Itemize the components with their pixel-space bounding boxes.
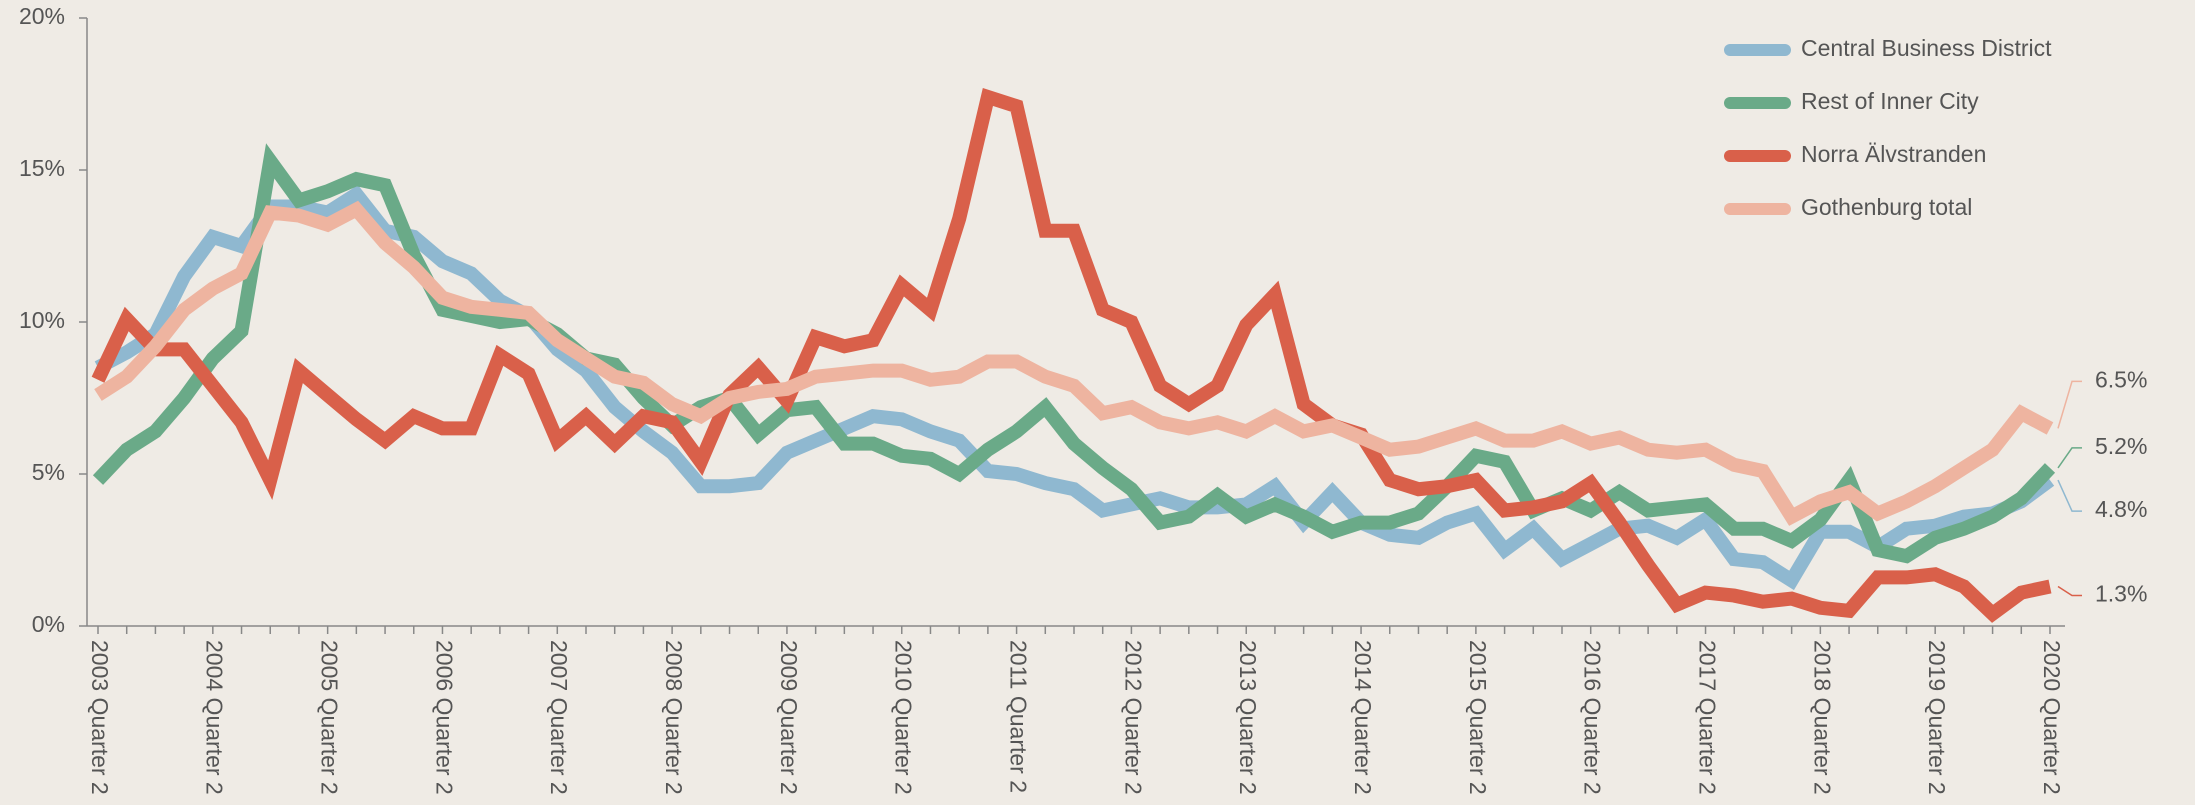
legend-label: Norra Älvstranden: [1801, 141, 1986, 167]
label-leader: [2057, 585, 2082, 597]
x-tick-label: 2010 Quarter 2: [891, 640, 917, 795]
y-tick-label: 0%: [32, 611, 65, 637]
y-tick-label: 15%: [19, 155, 65, 181]
label-leader: [2057, 479, 2082, 512]
series-line: [94, 200, 2054, 526]
y-tick-label: 10%: [19, 307, 65, 333]
series-line: [91, 88, 2052, 623]
label-leader: [2057, 447, 2082, 469]
x-tick-label: 2009 Quarter 2: [776, 640, 802, 795]
x-tick-label: 2015 Quarter 2: [1465, 640, 1491, 795]
x-tick-label: 2005 Quarter 2: [317, 640, 343, 795]
x-tick-label: 2017 Quarter 2: [1694, 640, 1720, 795]
x-tick-label: 2014 Quarter 2: [1350, 640, 1376, 795]
value-label: 4.8%: [2095, 496, 2147, 522]
value-label: 1.3%: [2095, 581, 2147, 607]
legend-label: Central Business District: [1801, 35, 2052, 61]
label-leader: [2057, 380, 2082, 429]
x-tick-label: 2013 Quarter 2: [1235, 640, 1261, 795]
x-tick-label: 2012 Quarter 2: [1120, 640, 1146, 795]
legend-label: Rest of Inner City: [1801, 88, 1979, 114]
legend-label: Gothenburg total: [1801, 194, 1972, 220]
y-tick-label: 20%: [19, 3, 65, 29]
series-line: [94, 184, 2055, 591]
x-tick-label: 2003 Quarter 2: [87, 640, 113, 795]
x-tick-label: 2016 Quarter 2: [1580, 640, 1606, 795]
x-tick-label: 2004 Quarter 2: [202, 640, 228, 795]
value-label: 5.2%: [2095, 433, 2147, 459]
x-tick-label: 2019 Quarter 2: [1924, 640, 1950, 795]
x-tick-label: 2008 Quarter 2: [661, 640, 687, 795]
value-label: 6.5%: [2095, 366, 2147, 392]
x-tick-label: 2006 Quarter 2: [431, 640, 457, 795]
y-tick-label: 5%: [32, 459, 65, 485]
x-tick-label: 2011 Quarter 2: [1006, 640, 1032, 793]
x-tick-label: 2018 Quarter 2: [1809, 640, 1835, 795]
x-tick-label: 2007 Quarter 2: [546, 640, 572, 795]
x-tick-label: 2020 Quarter 2: [2039, 640, 2065, 795]
